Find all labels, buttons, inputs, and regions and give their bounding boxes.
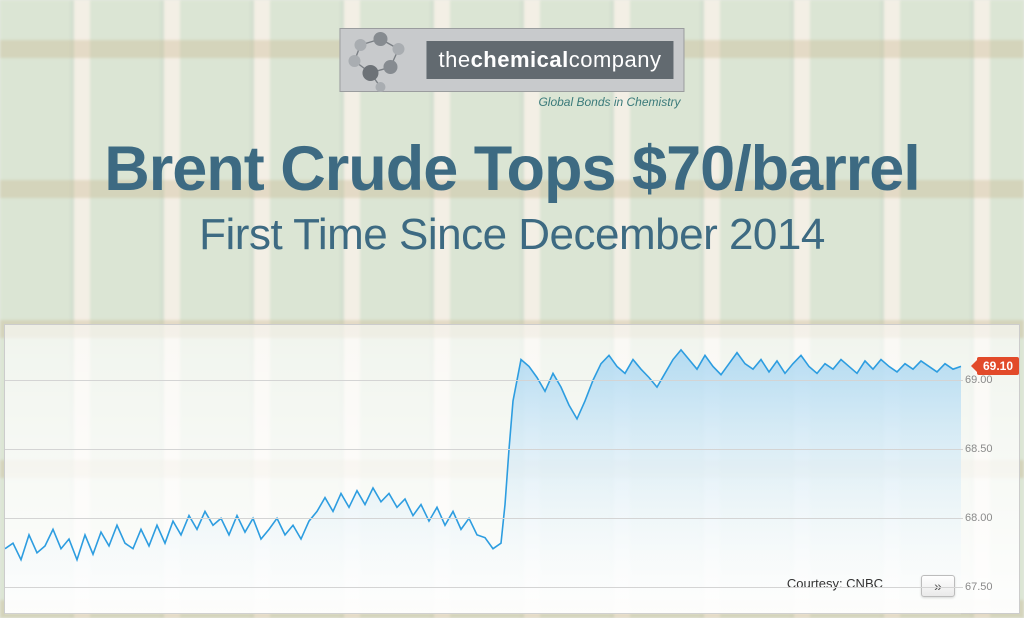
- chart-current-price-badge: 69.10: [977, 357, 1019, 375]
- logo-bold: chemical: [471, 47, 569, 72]
- chart-gridline: [5, 449, 963, 450]
- chart-ytick-label: 68.50: [965, 443, 993, 455]
- chart-more-button[interactable]: »: [921, 575, 955, 597]
- chart-gridline: [5, 518, 963, 519]
- chart-gridline: [5, 380, 963, 381]
- headline-main: Brent Crude Tops $70/barrel: [0, 136, 1024, 202]
- chart-ytick-label: 67.50: [965, 581, 993, 593]
- chart-plot-area: Courtesy: CNBC »: [5, 325, 963, 613]
- chart-y-axis: 67.50 68.00 68.50 69.0069.10: [961, 325, 1019, 613]
- logo-bar: thechemicalcompany: [339, 28, 684, 92]
- molecule-icon: [350, 35, 420, 85]
- logo-text: thechemicalcompany: [426, 41, 673, 79]
- chart-ytick-label: 69.00: [965, 374, 993, 386]
- price-chart: Courtesy: CNBC » 67.50 68.00 68.50 69.0069.…: [4, 324, 1020, 614]
- logo-tagline: Global Bonds in Chemistry: [538, 95, 680, 109]
- headline-sub: First Time Since December 2014: [0, 210, 1024, 260]
- chart-gridline: [5, 587, 963, 588]
- logo-prefix: the: [438, 47, 470, 72]
- logo-suffix: company: [569, 47, 662, 72]
- chart-ytick-label: 68.00: [965, 512, 993, 524]
- company-logo: thechemicalcompany Global Bonds in Chemi…: [339, 28, 684, 109]
- chevron-right-icon: »: [934, 578, 942, 594]
- chart-courtesy: Courtesy: CNBC: [787, 576, 883, 591]
- chart-svg: [5, 325, 963, 615]
